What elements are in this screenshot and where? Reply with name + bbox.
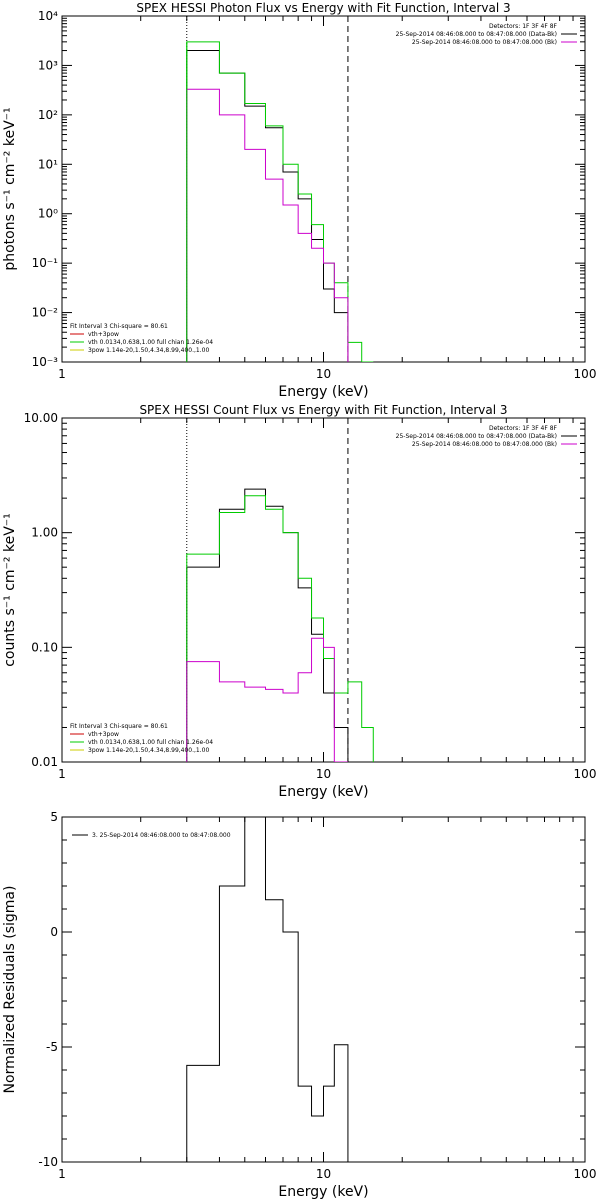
series-line-2 [186,41,374,362]
y-tick-label: 0.01 [31,755,58,769]
fit-legend-entry: 3pow 1.14e-20,1.50,4.34,8.99,400.,1.00 [88,747,209,754]
chart-title: SPEX HESSI Photon Flux vs Energy with Fi… [136,1,510,15]
chart-2: SPEX HESSI Count Flux vs Energy with Fit… [2,403,596,800]
y-tick-label: 10⁻³ [32,355,59,369]
x-tick-label: 1 [58,367,66,381]
plot-area [186,817,349,1162]
x-axis-label: Energy (keV) [278,384,368,400]
plot-frame [61,417,586,763]
y-tick-label: 10⁻¹ [32,256,59,270]
y-tick-label: 10⁰ [38,207,58,221]
chart-title: SPEX HESSI Count Flux vs Energy with Fit… [139,403,507,417]
y-tick-label: 1.00 [31,526,58,540]
x-axis-label: Energy (keV) [278,1184,368,1200]
y-tick-label: 10.00 [24,411,58,425]
x-axis-label: Energy (keV) [278,784,368,800]
x-tick-label: 1 [58,767,66,781]
y-tick-label: 0.10 [31,640,58,654]
x-tick-label: 100 [574,1167,597,1181]
legend-entry-text: 25-Sep-2014 08:46:08.000 to 08:47:08.000… [396,433,557,440]
y-tick-label: 10² [38,108,58,122]
y-tick-label: 10⁻² [32,306,59,320]
x-tick-label: 1 [58,1167,66,1181]
y-tick-label: 10³ [38,58,58,72]
y-tick-label: -5 [46,1040,58,1054]
x-tick-label: 10 [316,367,331,381]
legend-entry-text: 25-Sep-2014 08:46:08.000 to 08:47:08.000… [396,31,557,38]
chart-1: SPEX HESSI Photon Flux vs Energy with Fi… [2,1,596,400]
series-line-3 [186,637,348,762]
plot-area [186,16,374,362]
series-line-1 [186,817,349,1162]
series-line-1 [186,50,349,362]
legend-entry-text: 25-Sep-2014 08:46:08.000 to 08:47:08.000… [412,39,557,46]
fit-legend-header: Fit Interval 3 Chi-square = 80.61 [70,723,168,730]
residual-legend-entry: 3. 25-Sep-2014 08:46:08.000 to 08:47:08.… [92,832,231,839]
y-tick-label: 10¹ [38,157,58,171]
series-line-3 [186,88,349,362]
x-tick-label: 100 [574,367,597,381]
fit-legend-entry: vth 0.0134,0.638,1.00 full chian 1.26e-0… [88,739,213,746]
y-axis-label: Normalized Residuals (sigma) [2,886,18,1094]
fit-legend-entry: vth+3pow [88,331,119,338]
y-tick-label: 10⁴ [38,9,58,23]
legend-entry-text: 25-Sep-2014 08:46:08.000 to 08:47:08.000… [412,441,557,448]
y-axis-label: photons s⁻¹ cm⁻² keV⁻¹ [2,107,18,270]
legend-header: Detectors: 1F 3F 4F 8F [489,23,558,30]
y-tick-label: -10 [38,1155,58,1169]
fit-legend-header: Fit Interval 3 Chi-square = 80.61 [70,323,168,330]
plot-area [186,418,374,762]
fit-legend-entry: vth+3pow [88,731,119,738]
fit-legend-entry: 3pow 1.14e-20,1.50,4.34,8.99,400.,1.00 [88,347,209,354]
x-tick-label: 100 [574,767,597,781]
plot-frame [61,15,586,363]
fit-legend-entry: vth 0.0134,0.638,1.00 full chian 1.26e-0… [88,339,213,346]
x-tick-label: 10 [316,767,331,781]
legend-header: Detectors: 1F 3F 4F 8F [489,425,558,432]
chart-3: 1 10 100 Energy (keV) -10 -5 0 5 Normalized Resi… [2,810,596,1200]
y-tick-label: 5 [50,810,58,824]
y-tick-label: 0 [50,925,58,939]
x-tick-label: 10 [316,1167,331,1181]
y-axis-label: counts s⁻¹ cm⁻² keV⁻¹ [2,513,18,667]
series-line-2 [186,495,374,762]
